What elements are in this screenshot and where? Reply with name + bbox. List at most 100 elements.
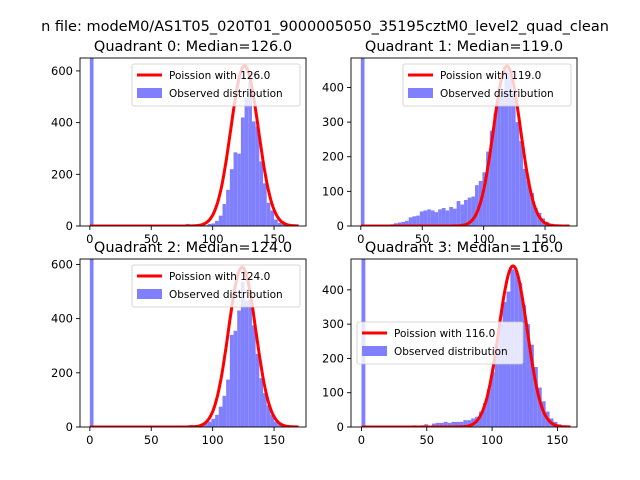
- histogram-bar: [445, 210, 450, 226]
- legend-box: [131, 63, 301, 107]
- x-tick-label: 150: [534, 232, 556, 246]
- histogram-bar: [207, 421, 212, 427]
- histogram-bar: [464, 200, 468, 226]
- y-tick-label: 300: [322, 115, 344, 129]
- legend: Poission with 119.0 Observed distribution: [402, 63, 572, 107]
- y-tick-label: 200: [51, 167, 73, 181]
- histogram-bar: [251, 121, 256, 226]
- histogram-bar: [244, 301, 249, 427]
- histogram-bar: [533, 367, 538, 427]
- y-tick-label: 600: [51, 64, 73, 78]
- histogram-bar: [441, 207, 446, 226]
- x-tick-label: 0: [358, 433, 365, 447]
- panels: 0 50 100 150 0 200 400 600 Quadrant 0: Median=12…: [51, 39, 578, 447]
- histogram-bar: [215, 414, 219, 427]
- histogram-bar: [419, 211, 424, 226]
- subplot-title: Quadrant 3: Median=116.0: [365, 240, 563, 256]
- histogram-bar: [218, 406, 223, 427]
- legend-label-observed: Observed distribution: [169, 289, 283, 301]
- legend-label-poisson: Poission with 126.0: [169, 70, 270, 82]
- histogram-bar: [537, 387, 542, 427]
- histogram-bar: [240, 282, 245, 427]
- histogram-bar: [526, 324, 530, 427]
- legend: Poission with 124.0 Observed distribution: [131, 264, 301, 308]
- histogram-bar: [434, 212, 439, 226]
- y-tick-label: 200: [322, 351, 344, 365]
- x-tick-label: 150: [263, 232, 285, 246]
- histogram-bar: [456, 201, 461, 226]
- histogram-bar: [482, 172, 487, 226]
- legend: Poission with 116.0 Observed distribution: [356, 321, 524, 365]
- histogram-bar: [438, 209, 442, 226]
- subplot-title: Quadrant 1: Median=119.0: [365, 39, 563, 55]
- y-tick-label: 0: [337, 420, 344, 434]
- legend-bar-swatch: [408, 88, 433, 98]
- x-tick-label: 150: [263, 433, 285, 447]
- y-tick-label: 300: [322, 317, 344, 331]
- histogram-bar: [467, 197, 472, 226]
- histogram-bar: [455, 421, 460, 427]
- legend-label-observed: Observed distribution: [394, 346, 508, 358]
- legend-box: [402, 63, 572, 107]
- histogram-bar: [248, 81, 252, 226]
- histogram-bar: [222, 204, 227, 226]
- y-tick-label: 0: [66, 219, 73, 233]
- histogram-bar: [360, 58, 365, 226]
- legend-label-poisson: Poission with 124.0: [169, 271, 270, 283]
- histogram-bar: [229, 334, 234, 427]
- figure-title: n file: modeM0/AS1T05_020T01_9000005050_…: [41, 19, 609, 35]
- poisson-curve: [361, 264, 571, 427]
- histogram-bar: [526, 180, 531, 226]
- histogram-bar: [270, 210, 275, 226]
- histogram-bar: [270, 414, 275, 427]
- histogram-bar: [486, 151, 490, 226]
- histogram-bar: [204, 422, 208, 427]
- histogram-bar: [266, 202, 271, 226]
- histogram-bar: [248, 299, 252, 427]
- axes-frame: [350, 258, 578, 428]
- histogram-bar: [259, 161, 264, 226]
- histogram-bar: [274, 421, 278, 427]
- histogram-bar: [449, 206, 453, 226]
- x-tick-label: 100: [202, 433, 224, 447]
- y-tick-label: 400: [51, 116, 73, 130]
- legend-box: [356, 321, 524, 365]
- histogram-bar: [522, 168, 527, 226]
- histogram-bar: [529, 344, 534, 427]
- histogram-bar: [244, 98, 249, 226]
- x-tick-label: 50: [419, 433, 434, 447]
- histogram-bar: [431, 423, 436, 427]
- histogram-bar: [500, 90, 505, 226]
- histogram-bar: [233, 152, 238, 226]
- y-tick-label: 100: [322, 386, 344, 400]
- poisson-curve: [360, 64, 570, 226]
- y-tick-label: 400: [322, 80, 344, 94]
- y-tick-label: 200: [51, 366, 73, 380]
- histogram-bar: [229, 169, 234, 226]
- histogram-bar: [211, 223, 216, 226]
- subplot-1: 0 50 100 150 0 100 200 300 400 Quadrant 1: Median…: [322, 39, 578, 246]
- histogram-bar: [451, 421, 456, 427]
- histogram-bar: [504, 70, 509, 226]
- histogram-bar: [405, 220, 409, 226]
- legend-label-observed: Observed distribution: [169, 88, 283, 100]
- histogram-bar: [467, 420, 472, 427]
- histogram-bar: [263, 393, 267, 427]
- histogram-bar: [263, 183, 267, 226]
- histogram-bar: [498, 324, 503, 427]
- x-tick-label: 100: [481, 433, 503, 447]
- y-tick-label: 600: [51, 257, 73, 271]
- histogram-bar: [530, 193, 535, 226]
- histogram-bar: [435, 422, 440, 427]
- histogram-bar: [502, 301, 507, 427]
- subplot-0: 0 50 100 150 0 200 400 600 Quadrant 0: Median=12…: [51, 39, 307, 246]
- y-tick-label: 100: [322, 184, 344, 198]
- histogram-bar: [401, 221, 406, 226]
- histogram-bar: [226, 189, 230, 226]
- histogram-bar: [412, 216, 417, 226]
- histogram-bar: [237, 153, 241, 226]
- y-tick-label: 0: [66, 420, 73, 434]
- histogram-bar: [277, 424, 282, 427]
- histogram-bar: [452, 208, 457, 226]
- histogram-bar: [207, 223, 212, 226]
